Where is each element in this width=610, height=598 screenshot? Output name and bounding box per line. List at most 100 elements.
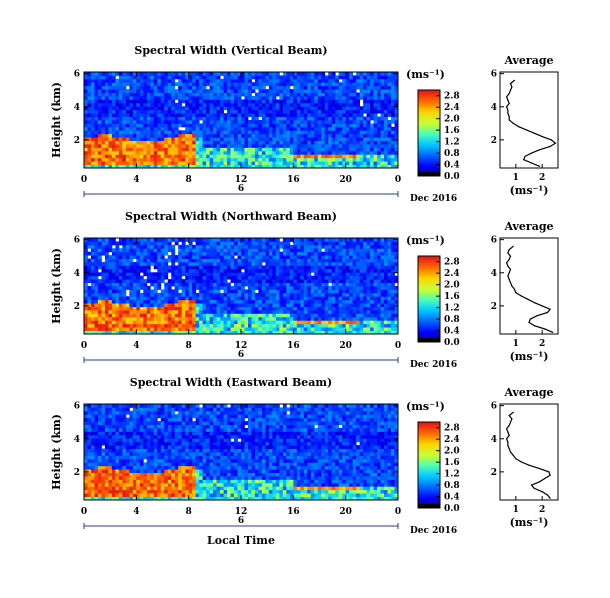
heatmap-cell bbox=[223, 164, 228, 169]
heatmap-cell bbox=[185, 282, 190, 287]
heatmap-cell bbox=[234, 238, 238, 242]
heatmap-cell bbox=[216, 289, 221, 294]
heatmap-cell bbox=[356, 102, 361, 107]
heatmap-cell bbox=[234, 310, 238, 314]
heatmap-cell bbox=[345, 75, 350, 80]
heatmap-cell bbox=[234, 130, 238, 135]
heatmap-cell bbox=[87, 303, 92, 307]
heatmap-cell bbox=[349, 296, 354, 301]
heatmap-cell bbox=[216, 85, 221, 90]
heatmap-cell bbox=[251, 299, 256, 304]
heatmap-cell bbox=[216, 292, 221, 297]
heatmap-cell bbox=[265, 303, 270, 307]
heatmap-cell bbox=[331, 161, 336, 165]
heatmap-cell bbox=[296, 268, 301, 273]
heatmap-cell bbox=[394, 99, 399, 104]
heatmap-cell bbox=[265, 265, 270, 270]
heatmap-cell bbox=[143, 137, 148, 141]
heatmap-cell bbox=[167, 164, 172, 169]
heatmap-cell bbox=[307, 272, 312, 277]
heatmap-cell bbox=[268, 327, 273, 331]
heatmap-cell bbox=[132, 140, 137, 145]
heatmap-cell bbox=[342, 123, 347, 128]
heatmap-cell bbox=[153, 99, 158, 104]
heatmap-cell bbox=[90, 262, 95, 266]
heatmap-cell bbox=[227, 282, 231, 287]
heatmap-cell bbox=[104, 99, 109, 104]
heatmap-cell bbox=[272, 292, 277, 297]
heatmap-cell bbox=[174, 123, 179, 128]
heatmap-cell bbox=[206, 265, 210, 270]
heatmap-cell bbox=[181, 89, 186, 93]
colorbar-swatch bbox=[418, 137, 440, 140]
heatmap-cell bbox=[213, 292, 217, 297]
heatmap-cell bbox=[279, 140, 284, 145]
heatmap-cell bbox=[84, 316, 88, 321]
heatmap-cell bbox=[97, 238, 102, 242]
heatmap-cell bbox=[303, 106, 308, 111]
heatmap-cell bbox=[310, 150, 315, 155]
heatmap-cell bbox=[108, 85, 113, 90]
heatmap-cell bbox=[104, 238, 109, 242]
heatmap-cell bbox=[164, 296, 169, 301]
heatmap-cell bbox=[104, 75, 109, 80]
heatmap-cell bbox=[370, 106, 374, 111]
heatmap-cell bbox=[146, 123, 151, 128]
heatmap-cell bbox=[94, 313, 99, 318]
heatmap-cell bbox=[181, 96, 186, 100]
heatmap-cell bbox=[157, 78, 162, 83]
heatmap-cell bbox=[373, 89, 378, 93]
heatmap-cell bbox=[185, 296, 190, 301]
heatmap-cell bbox=[101, 161, 106, 165]
heatmap-cell bbox=[164, 75, 169, 80]
heatmap-cell bbox=[146, 99, 151, 104]
heatmap-cell bbox=[171, 316, 176, 321]
heatmap-cell bbox=[167, 286, 172, 290]
heatmap-cell bbox=[356, 72, 361, 76]
heatmap-cell bbox=[104, 320, 109, 325]
heatmap-cell bbox=[111, 164, 116, 169]
heatmap-cell bbox=[178, 78, 183, 83]
heatmap-cell bbox=[338, 147, 343, 152]
heatmap-cell bbox=[282, 313, 287, 318]
heatmap-cell bbox=[363, 275, 367, 280]
heatmap-cell bbox=[286, 296, 291, 301]
heatmap-cell bbox=[251, 286, 256, 290]
heatmap-cell bbox=[237, 248, 242, 253]
heatmap-cell bbox=[296, 157, 301, 162]
heatmap-cell bbox=[314, 306, 319, 311]
heatmap-cell bbox=[251, 85, 256, 90]
heatmap-cell bbox=[234, 275, 238, 280]
heatmap-cell bbox=[300, 268, 305, 273]
heatmap-cell bbox=[352, 147, 357, 152]
heatmap-cell bbox=[129, 161, 134, 165]
heatmap-cell bbox=[115, 244, 120, 249]
heatmap-cell bbox=[251, 272, 256, 277]
colorbar-swatch bbox=[418, 156, 440, 160]
heatmap-cell bbox=[220, 157, 224, 162]
heatmap-cell bbox=[282, 99, 287, 104]
heatmap-cell bbox=[321, 106, 326, 111]
heatmap-cell bbox=[234, 147, 238, 152]
heatmap-cell bbox=[143, 102, 148, 107]
heatmap-cell bbox=[359, 330, 364, 335]
heatmap-cell bbox=[115, 133, 120, 138]
heatmap-cell bbox=[115, 154, 120, 159]
heatmap-cell bbox=[90, 323, 95, 328]
heatmap-cell bbox=[241, 140, 245, 145]
heatmap-cell bbox=[254, 310, 259, 314]
heatmap-cell bbox=[321, 303, 326, 307]
heatmap-cell bbox=[321, 238, 326, 242]
heatmap-cell bbox=[366, 78, 371, 83]
heatmap-cell bbox=[293, 255, 298, 259]
heatmap-cell bbox=[310, 99, 315, 104]
heatmap-cell bbox=[286, 251, 291, 256]
heatmap-cell bbox=[139, 144, 144, 148]
heatmap-cell bbox=[261, 137, 266, 141]
heatmap-cell bbox=[282, 275, 287, 280]
heatmap-cell bbox=[139, 147, 144, 152]
heatmap-cell bbox=[258, 109, 263, 114]
profile-title: Average bbox=[503, 54, 553, 67]
heatmap-cell bbox=[206, 154, 210, 159]
heatmap-cell bbox=[356, 140, 361, 145]
